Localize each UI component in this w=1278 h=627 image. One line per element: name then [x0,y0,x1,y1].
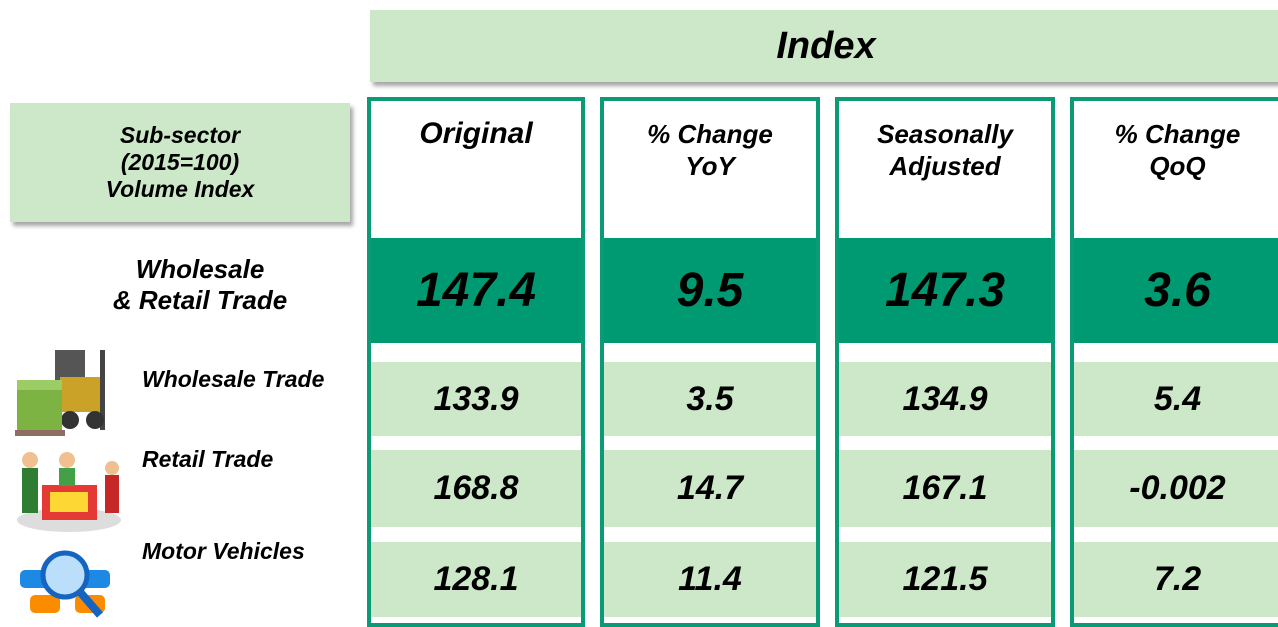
value-cell: 134.9 [839,362,1051,436]
column-header: Original [419,117,533,150]
value-cell: 133.9 [371,362,581,436]
value-cell: 128.1 [371,542,581,617]
row-label: Wholesale & Retail Trade [112,254,288,315]
total-cell: 9.5 [604,238,816,343]
total-cell: 3.6 [1074,238,1278,343]
column-header: % Change QoQ [1114,119,1241,181]
row-label: Retail Trade [142,446,274,472]
index-header: Index [370,10,1278,82]
motor-icon [20,550,110,618]
corner-label: Sub-sector (2015=100) Volume Index [10,103,350,222]
row-label: Wholesale Trade [142,366,325,392]
value-cell: 3.5 [604,362,816,436]
total-cell: 147.4 [371,238,581,343]
column-header: Seasonally Adjusted [877,119,1013,181]
row-label: Motor Vehicles [142,538,305,564]
retail-icon [17,452,121,532]
value-cell: 14.7 [604,450,816,527]
total-cell: 147.3 [839,238,1051,343]
value-cell: 121.5 [839,542,1051,617]
value-cell: 5.4 [1074,362,1278,436]
value-cell: -0.002 [1074,450,1278,527]
value-cell: 7.2 [1074,542,1278,617]
column-header: % Change YoY [647,119,773,181]
value-cell: 168.8 [371,450,581,527]
value-cell: 11.4 [604,542,816,617]
value-cell: 167.1 [839,450,1051,527]
wholesale-icon [15,350,105,436]
